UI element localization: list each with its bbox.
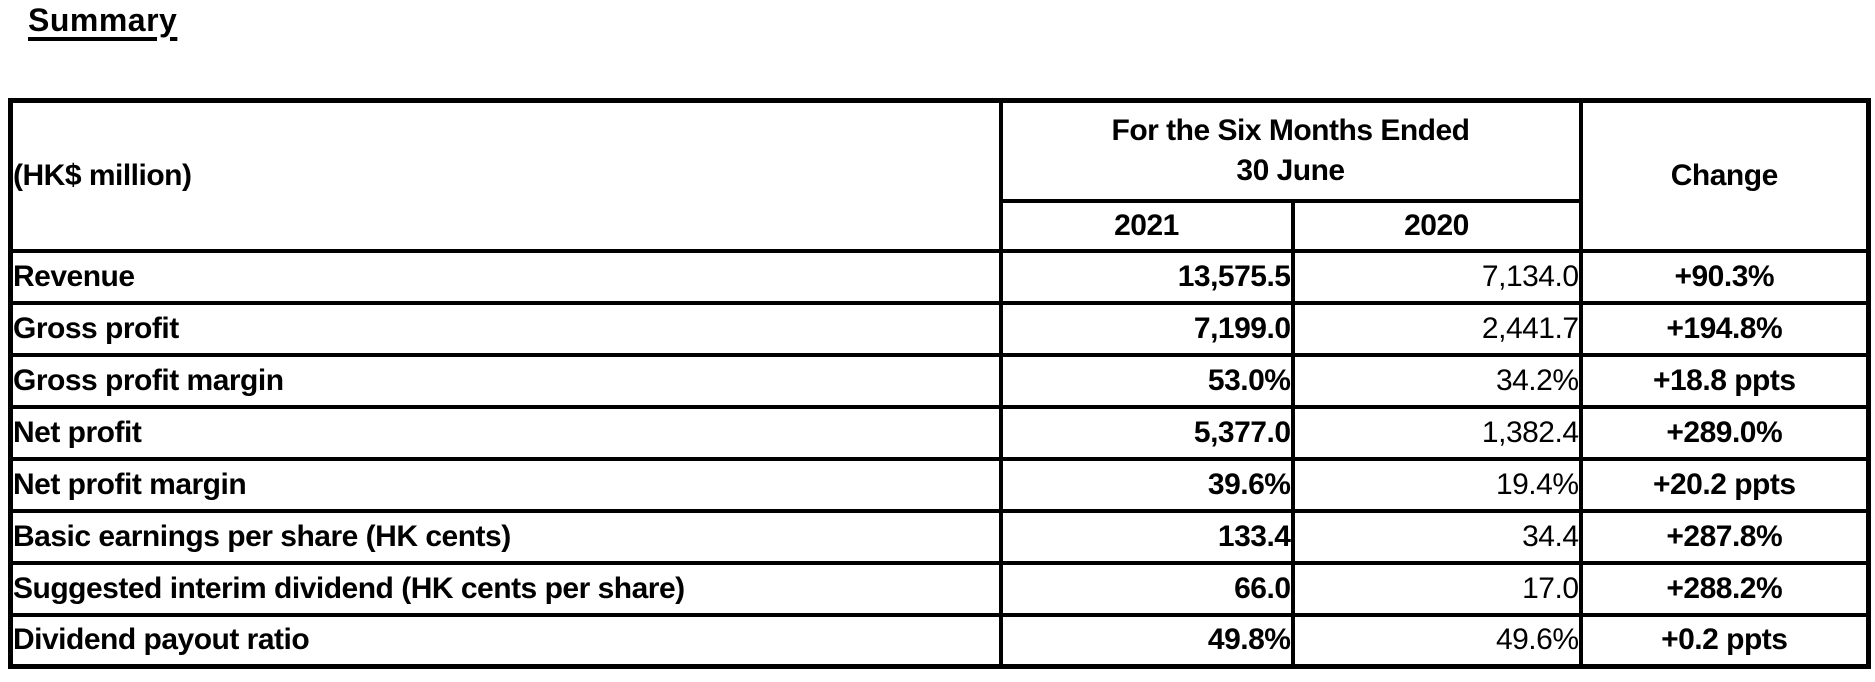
value-2021: 53.0% (998, 352, 1295, 409)
value-2020: 1,382.4 (1290, 404, 1583, 461)
summary-table: (HK$ million) For the Six Months Ended 3… (8, 98, 1872, 669)
table-row-interim-dividend: Suggested interim dividend (HK cents per… (8, 560, 1871, 617)
value-2021: 7,199.0 (998, 300, 1295, 357)
value-2020: 34.4 (1290, 508, 1583, 565)
row-label: Revenue (8, 248, 1003, 305)
period-header-line1: For the Six Months Ended (1111, 114, 1471, 148)
year-2020-header: 2020 (1290, 198, 1583, 253)
change-value: +20.2 ppts (1578, 456, 1871, 513)
row-label: Net profit margin (8, 456, 1003, 513)
table-row-dividend-payout-ratio: Dividend payout ratio 49.8% 49.6% +0.2 p… (8, 612, 1871, 669)
row-label: Gross profit (8, 300, 1003, 357)
row-label: Gross profit margin (8, 352, 1003, 409)
value-2021: 133.4 (998, 508, 1295, 565)
row-label: Dividend payout ratio (8, 612, 1003, 669)
corner-header-cell: (HK$ million) (8, 98, 1003, 253)
change-value: +0.2 ppts (1578, 612, 1871, 669)
header-row-years: 2021 2020 (11, 198, 1869, 253)
table-row-gross-profit: Gross profit 7,199.0 2,441.7 +194.8% (8, 300, 1871, 357)
period-header-line2: 30 June (1236, 153, 1345, 187)
table-row-revenue: Revenue 13,575.5 7,134.0 +90.3% (8, 248, 1871, 305)
value-2021: 39.6% (998, 456, 1295, 513)
value-2021: 66.0 (998, 560, 1295, 617)
value-2020: 17.0 (1290, 560, 1583, 617)
period-header-cell: For the Six Months Ended 30 June (998, 98, 1583, 203)
year-2021-header: 2021 (998, 198, 1295, 253)
table-row-net-profit: Net profit 5,377.0 1,382.4 +289.0% (8, 404, 1871, 461)
value-2020: 19.4% (1290, 456, 1583, 513)
table-row-net-profit-margin: Net profit margin 39.6% 19.4% +20.2 ppts (8, 456, 1871, 513)
change-value: +90.3% (1578, 248, 1871, 305)
table-row-basic-eps: Basic earnings per share (HK cents) 133.… (8, 508, 1871, 565)
table-row-gross-profit-margin: Gross profit margin 53.0% 34.2% +18.8 pp… (8, 352, 1871, 409)
change-value: +287.8% (1578, 508, 1871, 565)
value-2020: 34.2% (1290, 352, 1583, 409)
change-value: +18.8 ppts (1578, 352, 1871, 409)
header-row-period: (HK$ million) For the Six Months Ended 3… (8, 98, 1871, 253)
table-header: (HK$ million) For the Six Months Ended 3… (8, 98, 1871, 253)
change-value: +288.2% (1578, 560, 1871, 617)
value-2021: 5,377.0 (998, 404, 1295, 461)
value-2020: 2,441.7 (1290, 300, 1583, 357)
value-2020: 49.6% (1290, 612, 1583, 669)
change-header-cell: Change (1578, 98, 1871, 253)
change-value: +194.8% (1578, 300, 1871, 357)
value-2021: 49.8% (998, 612, 1295, 669)
value-2020: 7,134.0 (1290, 248, 1583, 305)
row-label: Basic earnings per share (HK cents) (8, 508, 1003, 565)
row-label: Suggested interim dividend (HK cents per… (8, 560, 1003, 617)
page-title: Summary (28, 2, 178, 38)
table-body: Revenue 13,575.5 7,134.0 +90.3% Gross pr… (8, 248, 1871, 669)
change-value: +289.0% (1578, 404, 1871, 461)
row-label: Net profit (8, 404, 1003, 461)
value-2021: 13,575.5 (998, 248, 1295, 305)
